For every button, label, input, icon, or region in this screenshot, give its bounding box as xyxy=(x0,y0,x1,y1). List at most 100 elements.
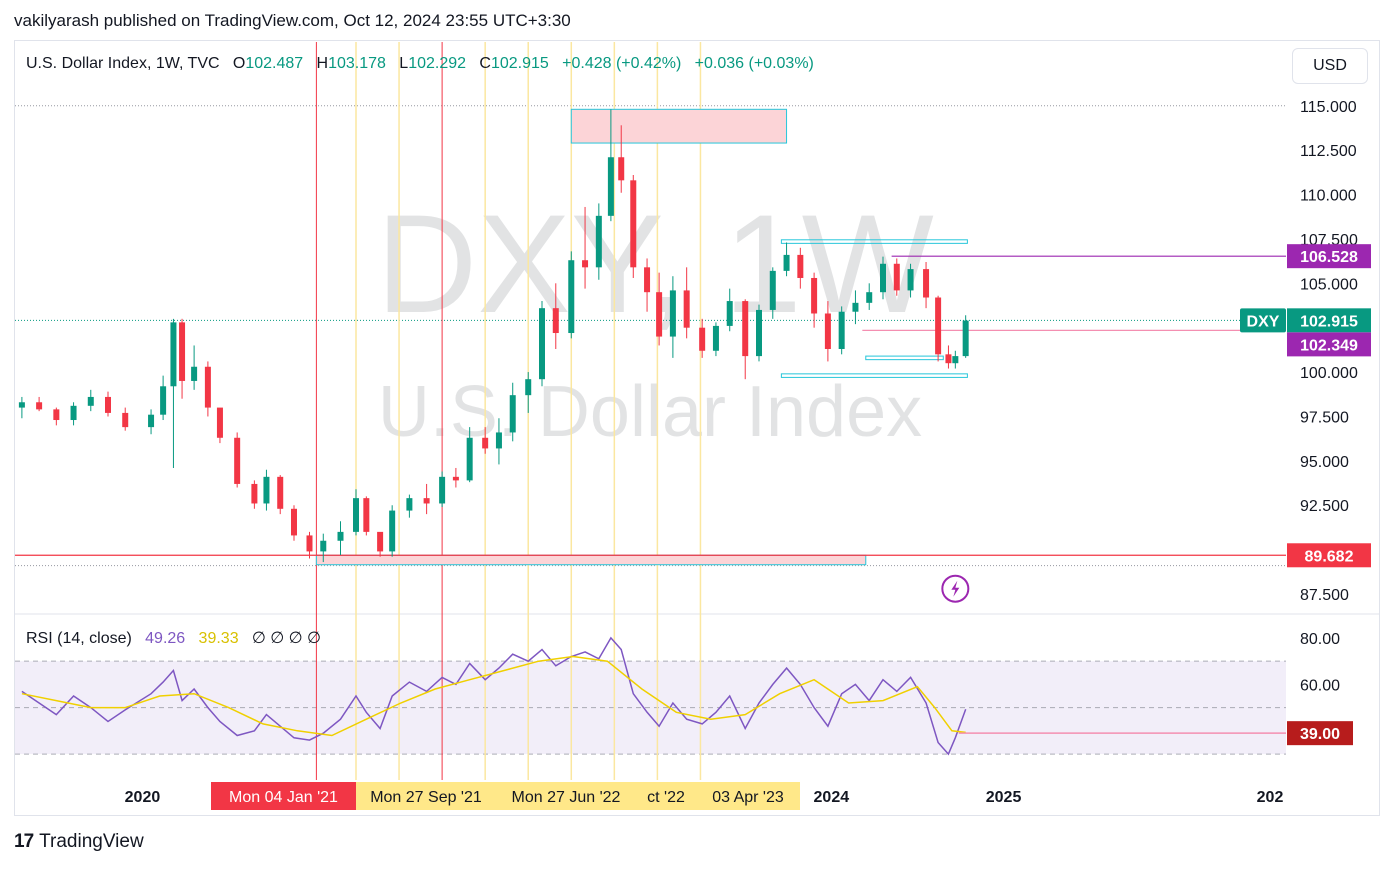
price-axis-tick: 115.000 xyxy=(1300,99,1357,116)
footer-brand[interactable]: TradingView xyxy=(39,831,144,852)
rsi-legend: RSI (14, close) 49.26 39.33 ∅ ∅ ∅ ∅ xyxy=(26,628,321,648)
candle-body xyxy=(525,379,532,396)
candle-body xyxy=(122,412,129,428)
candle-body xyxy=(582,260,589,268)
price-zone xyxy=(780,239,968,244)
candle-body xyxy=(105,396,111,413)
candle-body xyxy=(962,320,969,357)
candle-body xyxy=(191,366,198,381)
time-axis-tick: 2025 xyxy=(986,789,1022,806)
candle-body xyxy=(683,290,690,328)
price-axis-tick: 92.500 xyxy=(1300,498,1349,515)
price-zone xyxy=(865,355,944,361)
legend-high-label: H xyxy=(316,55,329,72)
candle-body xyxy=(277,476,284,509)
candle-body xyxy=(509,395,516,433)
time-label-box xyxy=(211,782,356,810)
candle-body xyxy=(482,437,489,449)
watermark-name: U.S. Dollar Index xyxy=(378,372,922,452)
lightning-icon xyxy=(951,580,960,597)
candle-body xyxy=(852,302,859,312)
legend-high: 103.178 xyxy=(328,55,386,72)
publish-byline: vakilyarash published on TradingView.com… xyxy=(14,11,571,30)
legend-open: 102.487 xyxy=(245,55,304,72)
candle-body xyxy=(783,254,790,271)
candle-body xyxy=(263,476,270,504)
candle-body xyxy=(87,396,94,406)
price-axis-tick: 112.500 xyxy=(1300,143,1357,160)
candle-body xyxy=(824,313,831,349)
candle-body xyxy=(160,386,167,415)
candle-body xyxy=(644,267,651,293)
time-label-box xyxy=(496,782,636,810)
legend-change: +0.428 (+0.42%) xyxy=(562,55,682,72)
candle-body xyxy=(452,476,459,481)
candle-body xyxy=(306,535,313,552)
candle-body xyxy=(466,437,473,481)
candle-body xyxy=(595,215,602,268)
candle-body xyxy=(320,540,327,552)
legend-low: 102.292 xyxy=(408,55,467,72)
price-label: 106.528 xyxy=(1300,249,1358,266)
price-legend: U.S. Dollar Index, 1W, TVC O102.487 H103… xyxy=(26,55,814,73)
time-label: Mon 27 Jun '22 xyxy=(512,789,621,806)
price-tag xyxy=(1287,332,1371,357)
candle-body xyxy=(552,308,559,334)
chart-frame xyxy=(14,40,1380,816)
candle-body xyxy=(363,498,370,532)
price-zone xyxy=(780,373,968,378)
symbol-price-tag xyxy=(1240,308,1286,333)
candle-body xyxy=(769,270,776,310)
rsi-level-label: 39.00 xyxy=(1300,726,1340,743)
rsi-legend-ma: 39.33 xyxy=(198,630,239,647)
legend-change-2: +0.036 (+0.03%) xyxy=(694,55,814,72)
rsi-axis-tick: 80.00 xyxy=(1300,631,1340,648)
candle-body xyxy=(952,356,959,364)
time-label: Mon 27 Sep '21 xyxy=(370,789,482,806)
candle-body xyxy=(204,366,211,408)
candle-body xyxy=(148,414,155,428)
candle-body xyxy=(170,322,177,387)
rsi-axis-tick: 60.00 xyxy=(1300,677,1340,694)
rsi-legend-name[interactable]: RSI (14, close) xyxy=(26,630,132,647)
currency-button[interactable]: USD xyxy=(1292,48,1368,84)
candle-body xyxy=(18,402,25,408)
time-label: 03 Apr '23 xyxy=(712,789,784,806)
candle-body xyxy=(389,510,396,552)
rsi-level-tag xyxy=(1287,721,1353,746)
time-label: Mon 04 Jan '21 xyxy=(229,789,338,806)
candle-body xyxy=(893,263,900,291)
price-label: 89.682 xyxy=(1305,548,1354,565)
candle-body xyxy=(337,531,344,541)
price-label: 102.915 xyxy=(1300,313,1358,330)
rsi-line xyxy=(21,636,967,756)
time-axis-tick: 202 xyxy=(1257,789,1284,806)
candle-body xyxy=(423,498,430,504)
time-axis-tick: 2020 xyxy=(125,789,161,806)
candle-body xyxy=(377,531,384,552)
price-axis-tick: 105.000 xyxy=(1300,276,1358,293)
candle-body xyxy=(70,405,77,421)
legend-open-label: O xyxy=(232,55,246,72)
candle-body xyxy=(866,292,873,303)
legend-low-label: L xyxy=(399,55,409,72)
legend-close: 102.915 xyxy=(490,55,549,72)
legend-symbol[interactable]: U.S. Dollar Index, 1W, TVC xyxy=(26,55,220,72)
candle-body xyxy=(630,180,637,268)
candle-body xyxy=(495,432,502,449)
candle-body xyxy=(935,297,942,355)
tradingview-logo-icon[interactable]: 17 xyxy=(14,831,34,852)
candle-body xyxy=(945,354,952,364)
candle-body xyxy=(742,301,749,357)
time-label-box xyxy=(636,782,696,810)
price-zone xyxy=(570,108,788,144)
price-tag xyxy=(1287,308,1371,333)
footer-branding: 17 TradingView xyxy=(14,831,144,853)
candle-body xyxy=(907,269,914,291)
candle-body xyxy=(656,292,663,337)
candle-body xyxy=(353,498,359,532)
candle-body xyxy=(607,157,614,216)
candle-body xyxy=(439,476,446,504)
time-label: ct '22 xyxy=(647,789,685,806)
